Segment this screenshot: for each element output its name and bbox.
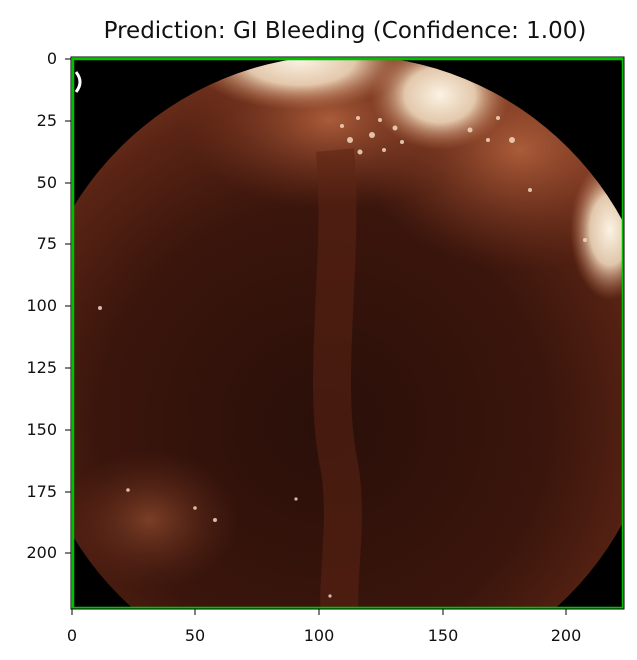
y-tick-label: 125 — [26, 358, 57, 377]
y-ticks — [65, 58, 71, 554]
y-tick-label: 75 — [36, 234, 57, 253]
x-ticks — [71, 609, 567, 615]
y-tick-label: 0 — [46, 49, 57, 68]
prediction-box — [71, 57, 625, 610]
figure-title: Prediction: GI Bleeding (Confidence: 1.0… — [103, 18, 587, 44]
x-tick-label: 200 — [550, 626, 582, 645]
y-tick-label: 200 — [26, 543, 57, 562]
y-tick-label: 50 — [36, 173, 57, 192]
x-tick-label: 0 — [66, 626, 78, 645]
x-tick-label: 150 — [427, 626, 459, 645]
y-tick-label: 150 — [26, 420, 57, 439]
axes-frame — [70, 56, 625, 610]
y-tick-label: 100 — [26, 296, 57, 315]
x-tick-label: 50 — [184, 626, 206, 645]
x-tick-label: 100 — [303, 626, 335, 645]
y-tick-label: 25 — [36, 111, 57, 130]
y-tick-label: 175 — [26, 482, 57, 501]
endoscopy-image — [72, 58, 624, 609]
